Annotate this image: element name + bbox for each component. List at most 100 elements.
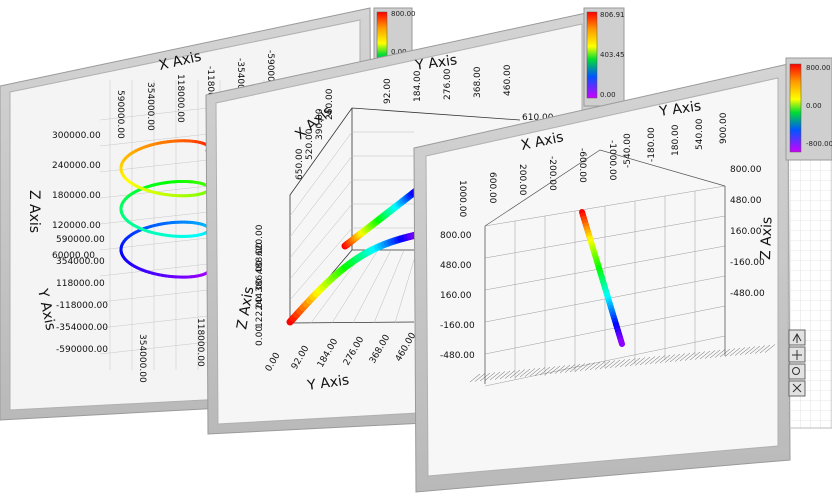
panel-middle-colorbar: [586, 11, 598, 99]
floor-hatch-line: [579, 362, 591, 372]
floor-hatch-line: [474, 373, 486, 382]
panel-front-x-tick: -200.00: [547, 156, 557, 191]
panel-back-x-tick: 118000.00: [175, 74, 185, 123]
floor-hatch-line: [614, 359, 626, 368]
floor-hatch-line: [524, 368, 536, 377]
floor-hatch-line: [644, 356, 656, 365]
panel-front-floor-shadow: [469, 344, 776, 383]
panel-back-z-tick: 300000.00: [52, 131, 101, 141]
floor-hatch-line: [624, 358, 636, 367]
panel-front-z-tick: 800.00: [730, 165, 762, 175]
floor-hatch-line: [759, 344, 771, 354]
panel-front-x-tick: 1000.00: [457, 180, 467, 217]
palette-zoom-button[interactable]: [788, 363, 806, 380]
floor-hatch-line: [559, 364, 571, 374]
floor-hatch-line: [594, 361, 606, 370]
floor-hatch-line: [509, 369, 521, 379]
panel-middle-colorbar-tick: 403.45: [600, 51, 625, 59]
panel-back-z-tick: 180000.00: [52, 191, 101, 201]
panel-middle-x-tick: 650.00: [295, 148, 305, 180]
floor-hatch-line: [629, 357, 641, 367]
panel-front-left-tick: -160.00: [440, 321, 475, 331]
panel-back-x-tick: 354000.00: [145, 82, 155, 131]
panel-middle-z-tick: 0.00: [255, 326, 265, 346]
floor-hatch-line: [754, 345, 766, 354]
panel-front-left-tick: -480.00: [440, 351, 475, 361]
panel-front-y-axis-title: Y Axis: [657, 98, 702, 120]
floor-hatch-line: [749, 345, 761, 355]
panel-front-x-tick: -600.00: [577, 148, 587, 183]
panel-back-colorbar-tick: 800.00: [391, 10, 416, 18]
floor-hatch-line: [589, 361, 601, 371]
panel-middle-top-tick: 460.00: [503, 64, 513, 96]
panel-middle-z-tick: 386.00: [255, 260, 265, 292]
floor-hatch-line: [484, 372, 496, 381]
panel-front-left-tick: 480.00: [440, 261, 472, 271]
floor-hatch-line: [489, 371, 501, 381]
floor-hatch-line: [519, 368, 531, 378]
zoom-icon: [792, 367, 800, 375]
floor-hatch-line: [604, 360, 616, 369]
panel-middle-z-tick: 620.00: [255, 224, 265, 256]
floor-hatch-line: [494, 371, 506, 380]
panel-back-z-tick: 120000.00: [52, 221, 101, 231]
floor-hatch-line: [659, 354, 671, 364]
panel-front-left-tick: 800.00: [440, 231, 472, 241]
floor-hatch-line: [504, 370, 516, 379]
panel-back-y-tick: -590000.00: [56, 345, 108, 355]
floor-hatch-line: [694, 351, 706, 360]
floor-hatch-line: [669, 353, 681, 363]
panel-middle-x-tick: 390.00: [315, 108, 325, 140]
floor-hatch-line: [724, 348, 736, 357]
floor-hatch-line: [514, 369, 526, 378]
panel-front-z-tick: -160.00: [730, 258, 765, 268]
panel-back-x-tick: -590000.00: [265, 50, 275, 102]
panel-middle-top-tick: 276.00: [443, 68, 453, 100]
panel-back-y-tick: 118000.00: [56, 279, 105, 289]
floor-hatch-line: [744, 346, 756, 355]
panel-front-series-1-segment: [618, 337, 625, 347]
panel-middle-y-axis-title: Y Axis: [305, 372, 350, 394]
panel-front-x-tick: 200.00: [517, 164, 527, 196]
floor-hatch-line: [664, 354, 676, 363]
floor-hatch-line: [704, 350, 716, 359]
panel-back-x-tick: 590000.00: [115, 90, 125, 139]
floor-hatch-line: [564, 364, 576, 373]
floor-hatch-line: [654, 355, 666, 364]
floor-hatch-line: [544, 366, 556, 375]
floor-hatch-line: [729, 347, 741, 357]
panel-front: 800.00 0.00 -800.00 1000.00 600.00 200.00 -20…: [413, 57, 832, 493]
floor-hatch-line: [684, 352, 696, 361]
panel-front-x-tick: -1000.00: [607, 140, 617, 181]
floor-hatch-line: [609, 359, 621, 369]
panel-front-x-tick: 600.00: [487, 172, 497, 204]
rotate-icon: [792, 332, 802, 343]
panel-front-y-tick: 540.00: [695, 118, 705, 150]
panel-front-z-axis-title: Z Axis: [758, 217, 775, 261]
floor-hatch-line: [714, 349, 726, 358]
floor-hatch-line: [734, 347, 746, 356]
panel-middle-axis-box: [289, 107, 521, 324]
panel-back-colorbar-tick: 0.00: [391, 48, 407, 56]
floor-hatch-line: [634, 357, 646, 366]
floor-hatch-line: [529, 367, 541, 377]
panel-front-z-tick: 480.00: [730, 196, 762, 206]
floor-hatch-line: [549, 365, 561, 375]
pan-icon: [792, 350, 802, 360]
panel-front-y-tick: 900.00: [719, 112, 729, 144]
floor-hatch-line: [469, 373, 481, 383]
floor-hatch-line: [479, 372, 491, 382]
panel-middle-z-tick: 122.00: [255, 296, 265, 328]
panel-front-colorbar-tick: 800.00: [806, 64, 831, 72]
panel-front-colorbar: [789, 63, 802, 153]
panel-front-y-tick: -540.00: [623, 133, 633, 168]
panel-back-x-tick: -118000.00: [205, 66, 215, 118]
panel-back-x-tick-bottom: 354000.00: [137, 334, 147, 383]
panel-middle-y-axis-title-top: Y Axis: [413, 52, 458, 74]
floor-hatch-line: [719, 348, 731, 358]
floor-hatch-line: [689, 351, 701, 361]
panel-back-y-tick: -118000.00: [56, 301, 108, 311]
panel-front-z-tick: 160.00: [730, 227, 762, 237]
floor-hatch-line: [764, 344, 776, 353]
panel-back-z-axis-title: Z Axis: [26, 190, 42, 233]
